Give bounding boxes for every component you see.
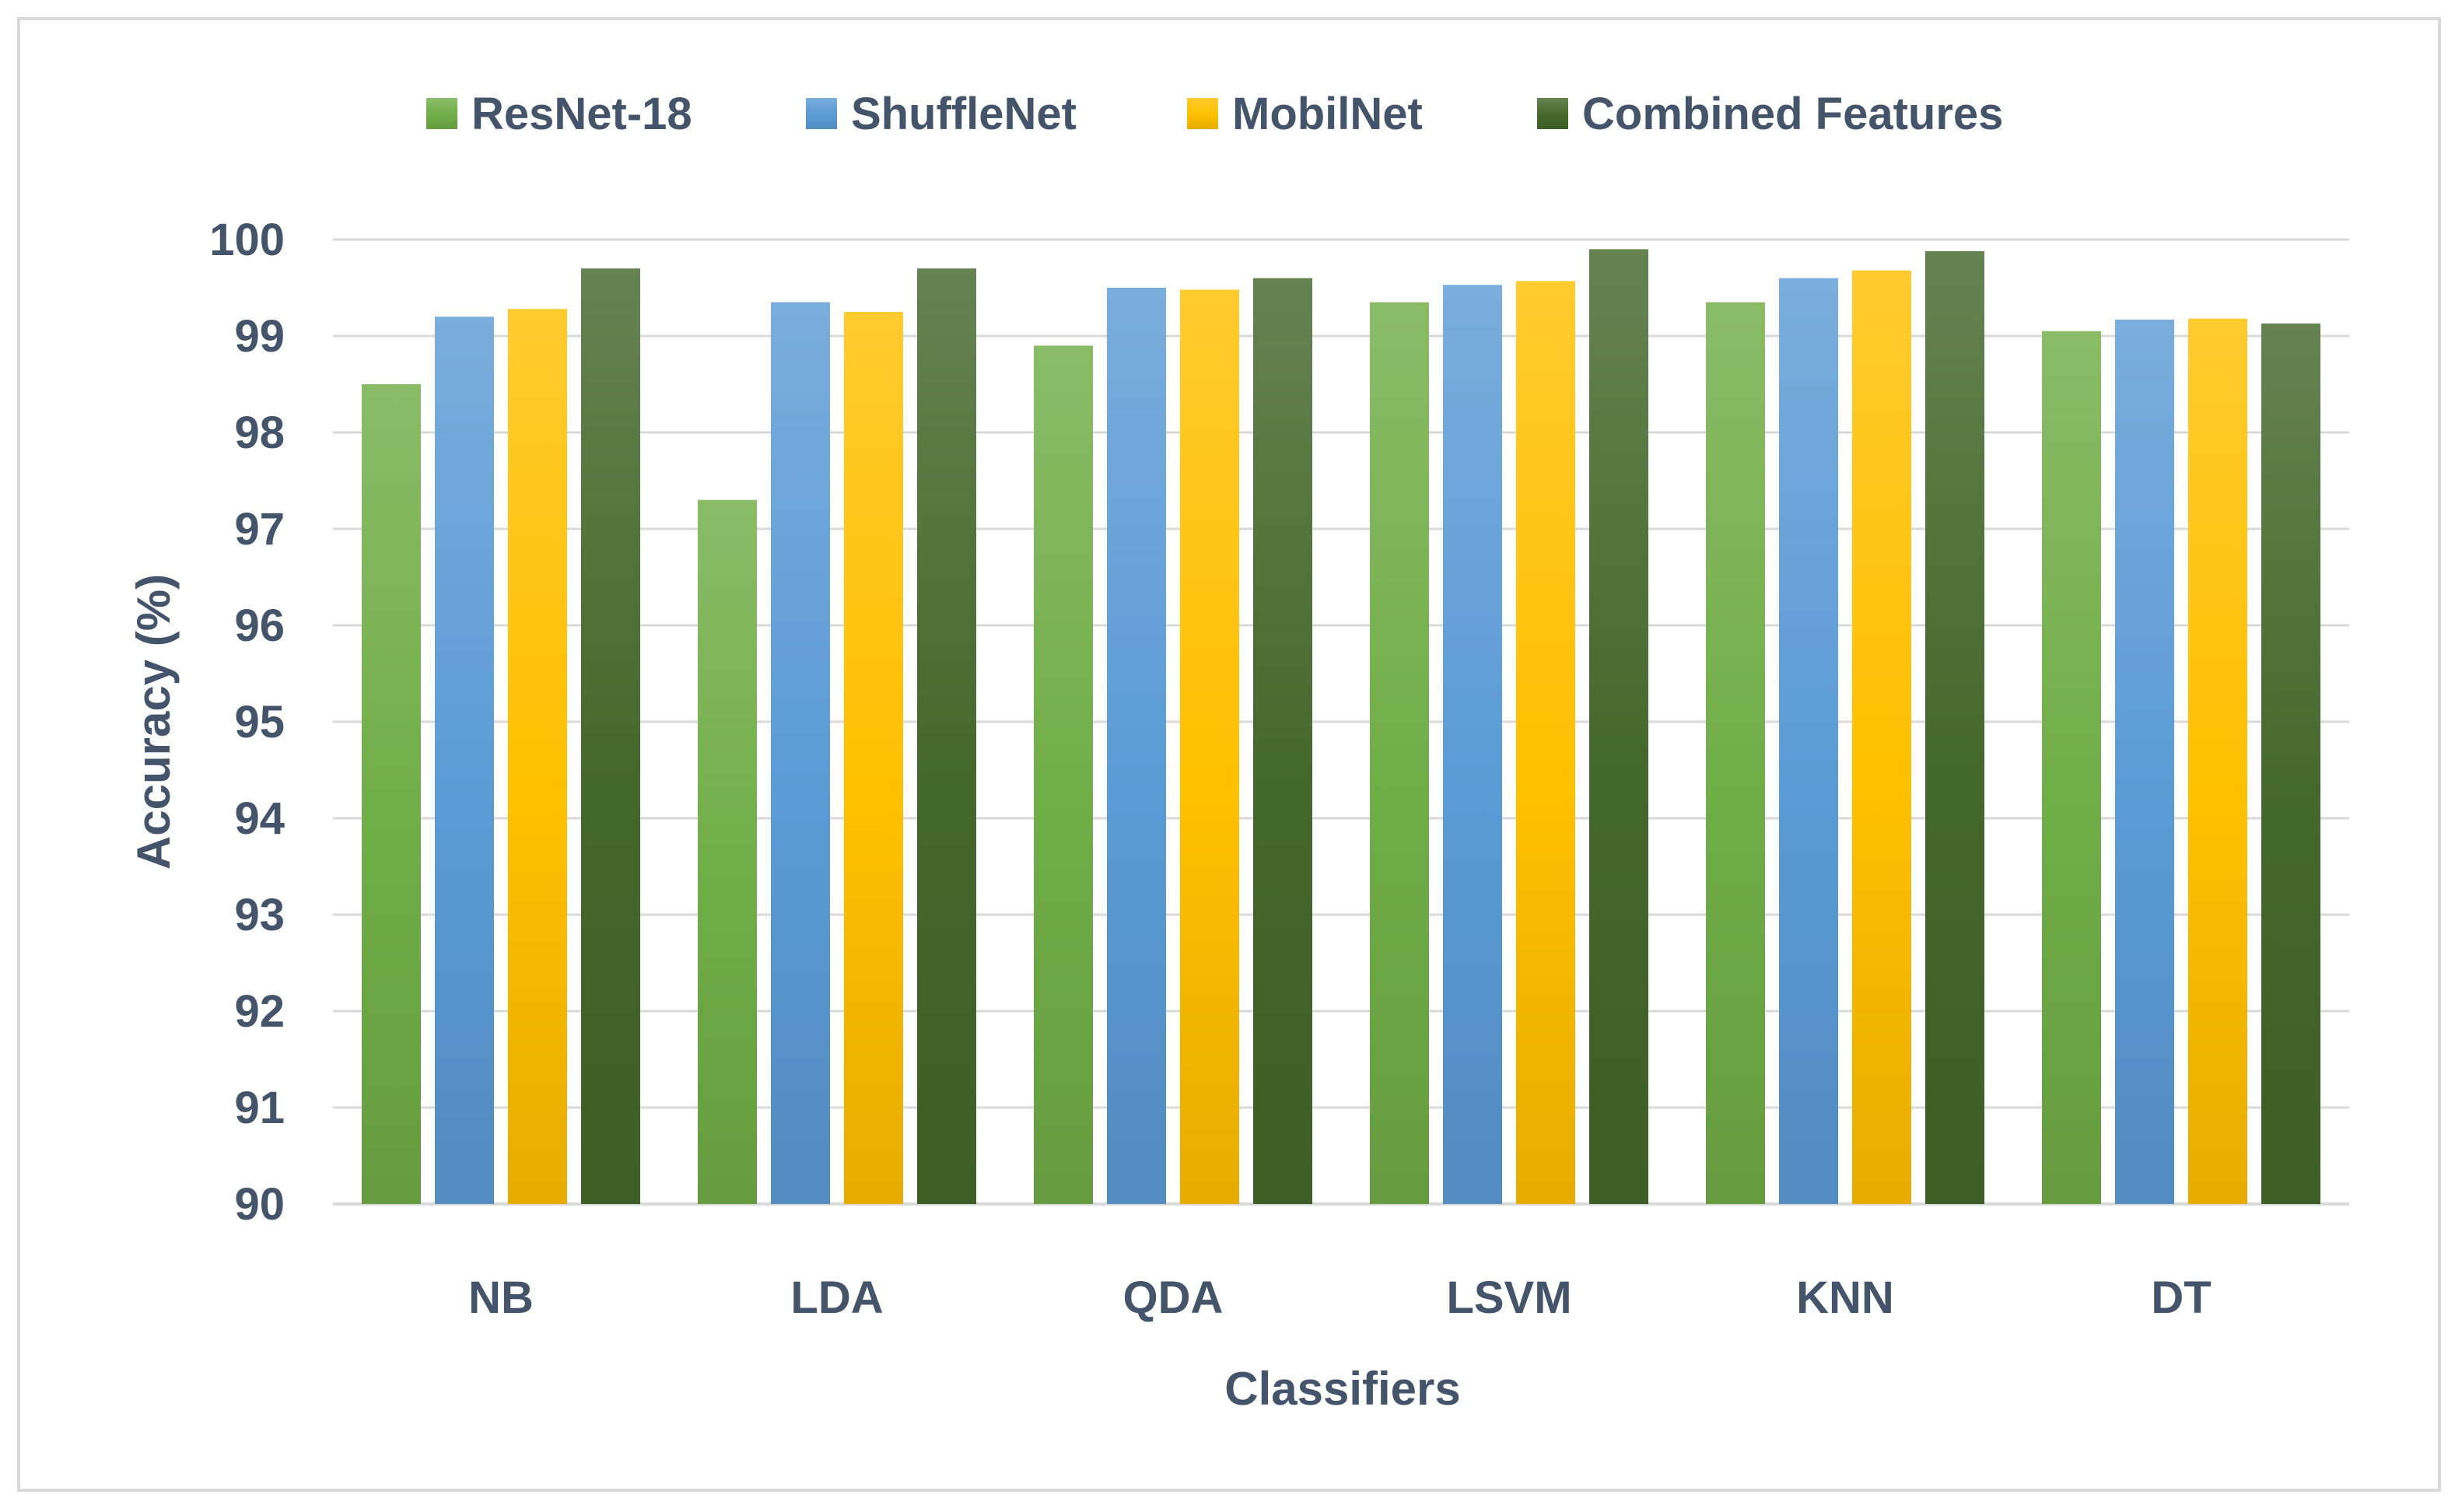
legend-item-resnet-18: ResNet-18 xyxy=(426,89,692,139)
x-tick-label-lda: LDA xyxy=(790,1272,883,1323)
bar-lsvm-shufflenet xyxy=(1443,285,1502,1204)
y-tick-label: 91 xyxy=(234,1083,285,1133)
bar-qda-shufflenet xyxy=(1107,288,1166,1204)
y-tick-label: 96 xyxy=(234,600,285,651)
bar-dt-resnet-18 xyxy=(2042,331,2101,1204)
x-tick-label-qda: QDA xyxy=(1123,1272,1224,1323)
legend-swatch xyxy=(806,98,837,129)
legend-label: MobilNet xyxy=(1232,89,1423,139)
bars xyxy=(362,249,2320,1205)
bar-lda-combined-features xyxy=(917,268,976,1205)
y-tick-label: 90 xyxy=(234,1179,285,1230)
x-tick-label-dt: DT xyxy=(2151,1272,2211,1323)
legend-item-mobilnet: MobilNet xyxy=(1187,89,1423,139)
x-tick-label-lsvm: LSVM xyxy=(1446,1272,1571,1323)
y-axis-label: Accuracy (%) xyxy=(128,574,180,870)
y-tick-label: 93 xyxy=(234,890,285,940)
bar-qda-combined-features xyxy=(1253,278,1312,1205)
bar-dt-mobilnet xyxy=(2188,318,2247,1205)
bar-lsvm-combined-features xyxy=(1589,249,1648,1204)
bar-nb-resnet-18 xyxy=(362,384,421,1204)
x-tick-label-nb: NB xyxy=(468,1272,534,1323)
x-axis-ticks: NB LDA QDA LSVM KNN DT xyxy=(468,1272,2212,1323)
bar-chart: ResNet-18 ShuffleNet MobilNet Combined Feat… xyxy=(128,89,2349,1415)
legend: ResNet-18 ShuffleNet MobilNet Combined Feat… xyxy=(426,89,2003,139)
bar-lsvm-resnet-18 xyxy=(1370,302,1429,1205)
legend-swatch xyxy=(426,98,457,129)
bar-dt-combined-features xyxy=(2261,323,2320,1204)
y-tick-label: 97 xyxy=(234,504,285,555)
bar-nb-mobilnet xyxy=(508,309,567,1204)
bar-nb-shufflenet xyxy=(435,317,494,1205)
bar-qda-mobilnet xyxy=(1180,289,1239,1205)
y-tick-label: 99 xyxy=(234,311,285,362)
bar-nb-combined-features xyxy=(581,268,640,1205)
bar-knn-combined-features xyxy=(1925,250,1984,1204)
legend-label: ShuffleNet xyxy=(851,89,1077,139)
legend-swatch xyxy=(1537,98,1568,129)
bar-lda-resnet-18 xyxy=(698,499,757,1204)
bar-dt-shufflenet xyxy=(2115,319,2174,1204)
y-tick-label: 92 xyxy=(234,986,285,1037)
x-axis-label: Classifiers xyxy=(1224,1363,1461,1415)
legend-item-combined-features: Combined Features xyxy=(1537,89,2003,139)
y-tick-label: 98 xyxy=(234,408,285,458)
bar-lda-mobilnet xyxy=(844,312,903,1204)
y-tick-label: 100 xyxy=(209,215,285,265)
bar-knn-shufflenet xyxy=(1779,278,1838,1205)
legend-item-shufflenet: ShuffleNet xyxy=(806,89,1077,139)
bar-knn-resnet-18 xyxy=(1706,302,1765,1205)
bar-qda-resnet-18 xyxy=(1034,345,1093,1204)
y-axis-ticks: 90 91 92 93 94 95 96 97 98 99 100 xyxy=(209,215,285,1230)
legend-label: ResNet-18 xyxy=(471,89,692,139)
y-tick-label: 95 xyxy=(234,697,285,747)
bar-lsvm-mobilnet xyxy=(1516,281,1575,1204)
bar-lda-shufflenet xyxy=(771,302,830,1205)
bar-knn-mobilnet xyxy=(1852,270,1911,1205)
legend-label: Combined Features xyxy=(1582,89,2003,139)
gridlines xyxy=(333,238,2349,1206)
legend-swatch xyxy=(1187,98,1218,129)
y-tick-label: 94 xyxy=(234,793,285,844)
chart-frame: ResNet-18 ShuffleNet MobilNet Combined Feat… xyxy=(17,17,2441,1492)
x-tick-label-knn: KNN xyxy=(1796,1272,1894,1323)
